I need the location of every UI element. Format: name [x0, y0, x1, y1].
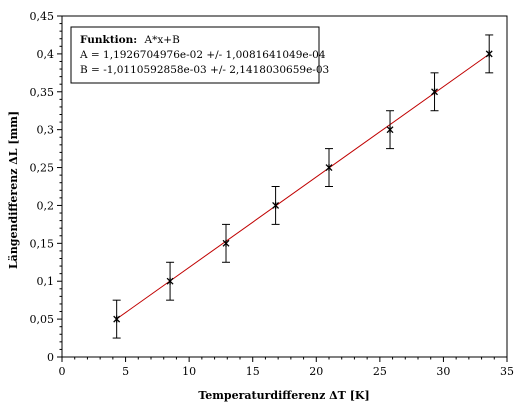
y-tick-label: 0,45 [30, 10, 55, 23]
legend-title-formula: A*x+B [144, 34, 181, 46]
data-point [485, 34, 494, 74]
y-tick-label: 0,2 [37, 199, 55, 212]
data-point [222, 223, 231, 263]
legend-title-label: Funktion: [80, 34, 137, 46]
data-point [430, 72, 439, 112]
y-axis: 0 0,05 0,1 0,15 0,2 0,25 0,3 0,35 0,4 0,45 [30, 10, 62, 364]
x-tick-label: 15 [246, 365, 260, 378]
y-tick-label: 0,15 [30, 237, 55, 250]
x-tick-label: 25 [373, 365, 387, 378]
data-point [271, 186, 280, 225]
legend-title: Funktion: A*x+B [80, 34, 180, 46]
legend-line-a: A = 1,1926704976e-02 +/- 1,0081641049e-0… [79, 49, 326, 61]
x-tick-label: 5 [122, 365, 129, 378]
x-tick-label: 35 [500, 365, 514, 378]
y-tick-label: 0,1 [37, 275, 55, 288]
x-tick-label: 30 [436, 365, 450, 378]
legend: Funktion: A*x+B A = 1,1926704976e-02 +/-… [70, 26, 329, 84]
fit-line-group [116, 53, 490, 320]
x-tick-label: 20 [309, 365, 323, 378]
plot-border [61, 15, 508, 358]
x-axis: 0 5 10 15 20 25 30 35 [59, 357, 514, 378]
y-tick-label: 0,35 [30, 86, 55, 99]
legend-line-b: B = -1,0110592858e-03 +/- 2,1418030659e-… [80, 64, 329, 76]
y-tick-label: 0,3 [37, 124, 55, 137]
y-axis-label: Längendifferenz ΔL [mm] [7, 111, 20, 269]
x-tick-label: 10 [182, 365, 196, 378]
plot-frame [61, 15, 508, 358]
data-point [386, 110, 395, 150]
y-tick-label: 0 [47, 351, 54, 364]
data-points [112, 34, 494, 339]
data-point [166, 261, 175, 301]
x-tick-label: 0 [59, 365, 66, 378]
y-tick-label: 0,25 [30, 162, 55, 175]
x-axis-label: Temperaturdifferenz ΔT [K] [198, 389, 369, 402]
data-point [325, 148, 333, 187]
y-tick-label: 0,05 [30, 313, 55, 326]
y-tick-label: 0,4 [37, 48, 55, 61]
data-point [112, 299, 121, 339]
fit-line [116, 53, 490, 320]
legend-box [70, 26, 320, 84]
